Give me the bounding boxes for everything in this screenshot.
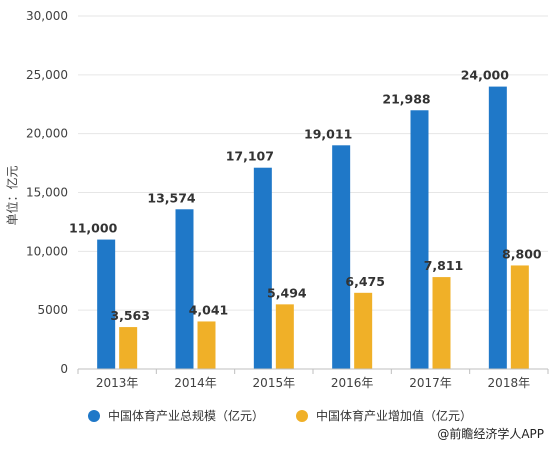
- bar-total: [253, 167, 272, 369]
- value-label-added-value: 4,041: [189, 302, 229, 317]
- value-label-total: 11,000: [69, 221, 118, 236]
- value-label-added-value: 6,475: [345, 274, 385, 289]
- y-tick-label: 15,000: [26, 186, 68, 200]
- bar-added-value: [275, 304, 294, 369]
- x-axis-ticks: 2013年 2014年 2015年 2016年 2017年 2018年: [77, 369, 549, 390]
- bar-added-value: [354, 292, 373, 369]
- legend-marker-added-value: [296, 409, 309, 422]
- bar-total: [332, 145, 351, 369]
- value-label-total: 19,011: [304, 126, 352, 141]
- value-labels: 11,000 3,563 13,574 4,041 17,107 5,494 19,011 6…: [69, 68, 542, 323]
- legend-item-total: 中国体育产业总规模（亿元）: [88, 407, 264, 424]
- bar-total: [175, 209, 194, 369]
- bar-added-value: [197, 321, 216, 369]
- legend-label-total: 中国体育产业总规模（亿元）: [108, 409, 265, 423]
- y-tick-label: 10,000: [26, 244, 68, 258]
- value-label-added-value: 3,563: [110, 308, 150, 323]
- x-tick-label: 2015年: [253, 376, 296, 390]
- legend: 中国体育产业总规模（亿元） 中国体育产业增加值（亿元）: [88, 407, 472, 424]
- y-tick-label: 20,000: [26, 127, 68, 141]
- y-tick-label: 0: [60, 362, 68, 376]
- value-label-total: 24,000: [461, 68, 510, 83]
- value-label-added-value: 8,800: [502, 246, 542, 261]
- x-tick-label: 2014年: [174, 376, 217, 390]
- y-tick-label: 5000: [37, 303, 68, 317]
- y-tick-label: 30,000: [26, 9, 68, 23]
- legend-marker-total: [88, 409, 100, 422]
- y-axis-ticks: 0 5000 10,000 15,000 20,000 25,000 30,000: [26, 9, 68, 376]
- value-label-added-value: 7,811: [424, 258, 464, 273]
- value-label-total: 21,988: [382, 91, 430, 106]
- bar-total: [488, 86, 507, 369]
- bar-added-value: [510, 265, 529, 369]
- legend-label-added-value: 中国体育产业增加值（亿元）: [316, 409, 473, 423]
- bar-added-value: [119, 327, 138, 369]
- y-tick-label: 25,000: [26, 68, 68, 82]
- legend-item-added-value: 中国体育产业增加值（亿元）: [296, 407, 472, 424]
- x-tick-label: 2016年: [331, 376, 374, 390]
- x-tick-label: 2013年: [96, 376, 139, 390]
- value-label-added-value: 5,494: [267, 285, 307, 300]
- x-tick-label: 2018年: [488, 376, 531, 390]
- value-label-total: 13,574: [147, 190, 196, 205]
- bar-total: [410, 110, 429, 369]
- value-label-total: 17,107: [226, 149, 274, 164]
- bar-total: [97, 239, 116, 369]
- source-credit: @前瞻经济学人APP: [437, 427, 544, 441]
- bars: [97, 86, 529, 369]
- bar-added-value: [432, 277, 451, 369]
- y-axis-label: 单位：亿元: [5, 165, 20, 226]
- x-tick-label: 2017年: [409, 376, 452, 390]
- gridlines: [78, 15, 548, 311]
